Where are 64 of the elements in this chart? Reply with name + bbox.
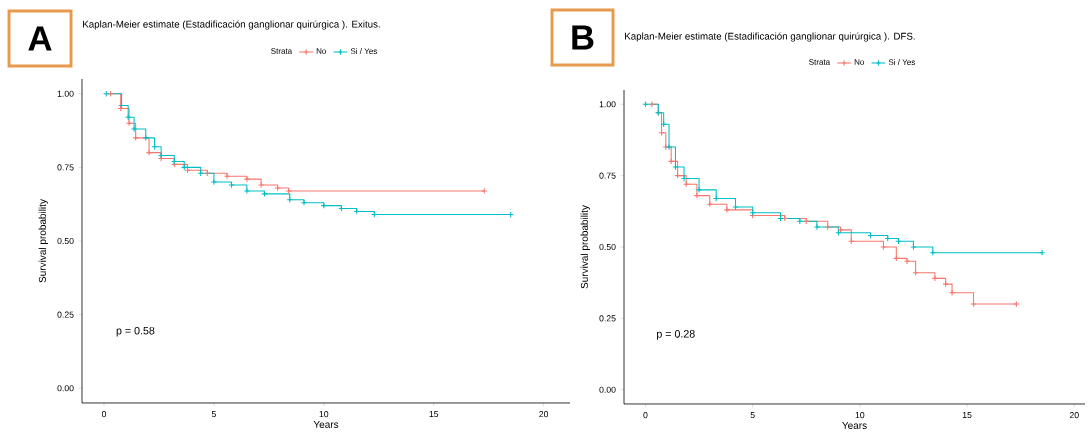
x-tick-label: 15	[962, 412, 972, 419]
y-tick-label: 0.25	[57, 311, 74, 318]
point	[942, 280, 949, 288]
point	[665, 143, 673, 151]
annotation: p = 0.58	[116, 326, 155, 337]
y-axis-title: Survival probability	[38, 199, 48, 283]
point	[285, 187, 292, 195]
y-tick-label: 0.50	[599, 243, 616, 251]
point	[824, 223, 831, 231]
point	[910, 243, 917, 251]
point	[210, 178, 218, 186]
text: B	[572, 25, 594, 50]
legend-label: No	[316, 48, 327, 54]
point	[223, 172, 231, 180]
point	[948, 289, 956, 296]
x-tick-label: 10	[855, 412, 865, 419]
point	[813, 223, 821, 231]
legend-title: Strata	[271, 48, 293, 54]
point	[243, 175, 251, 183]
x-tick-label: 20	[539, 411, 549, 418]
y-tick-label: 0.25	[599, 315, 616, 322]
point	[132, 134, 139, 142]
legend-title: Strata	[809, 59, 831, 65]
point	[672, 163, 679, 171]
chart-title: Kaplan-Meier estimate (Estadificación ganglionar quirúrgica ). DFS.	[625, 32, 915, 42]
x-tick-label: 5	[750, 412, 755, 419]
point	[903, 258, 911, 265]
x-tick-label: 15	[429, 411, 439, 418]
x-tick-label: 10	[319, 411, 329, 418]
legend-label: Si / Yes	[350, 48, 377, 54]
y-axis-title: Survival probability	[580, 205, 590, 289]
x-axis-title: Years	[313, 420, 339, 428]
point	[693, 192, 701, 199]
legend-label: No	[854, 59, 865, 65]
point	[695, 186, 703, 194]
y-tick-label: 0.75	[57, 164, 74, 171]
x-tick-label: 5	[211, 411, 216, 418]
y-tick-label: 0.00	[57, 385, 74, 392]
chart-title: Kaplan-Meier estimate (Estadificación ganglionar quirúrgica ). Exitus.	[83, 20, 380, 30]
point	[880, 243, 887, 251]
point	[142, 134, 149, 142]
x-tick-label: 0	[101, 411, 107, 418]
point	[243, 187, 251, 195]
x-axis-title: Years	[842, 421, 867, 429]
y-tick-label: 0.75	[599, 172, 616, 179]
x-tick-label: 20	[1069, 412, 1079, 419]
point	[723, 206, 731, 214]
point	[931, 275, 939, 282]
x-tick-label: 0	[643, 412, 648, 419]
point	[732, 203, 739, 211]
y-tick-label: 0.00	[599, 386, 616, 393]
point	[130, 125, 138, 133]
annotation: p = 0.28	[657, 330, 695, 340]
text: A	[28, 26, 52, 51]
y-tick-label: 0.50	[57, 237, 74, 245]
point	[145, 149, 153, 156]
point	[125, 119, 133, 127]
point	[257, 181, 265, 189]
y-tick-label: 1.00	[599, 101, 616, 108]
point	[274, 184, 281, 192]
y-tick-label: 1.00	[57, 90, 74, 97]
point	[261, 190, 268, 198]
legend-label: Si / Yes	[888, 59, 915, 65]
point	[300, 199, 308, 206]
